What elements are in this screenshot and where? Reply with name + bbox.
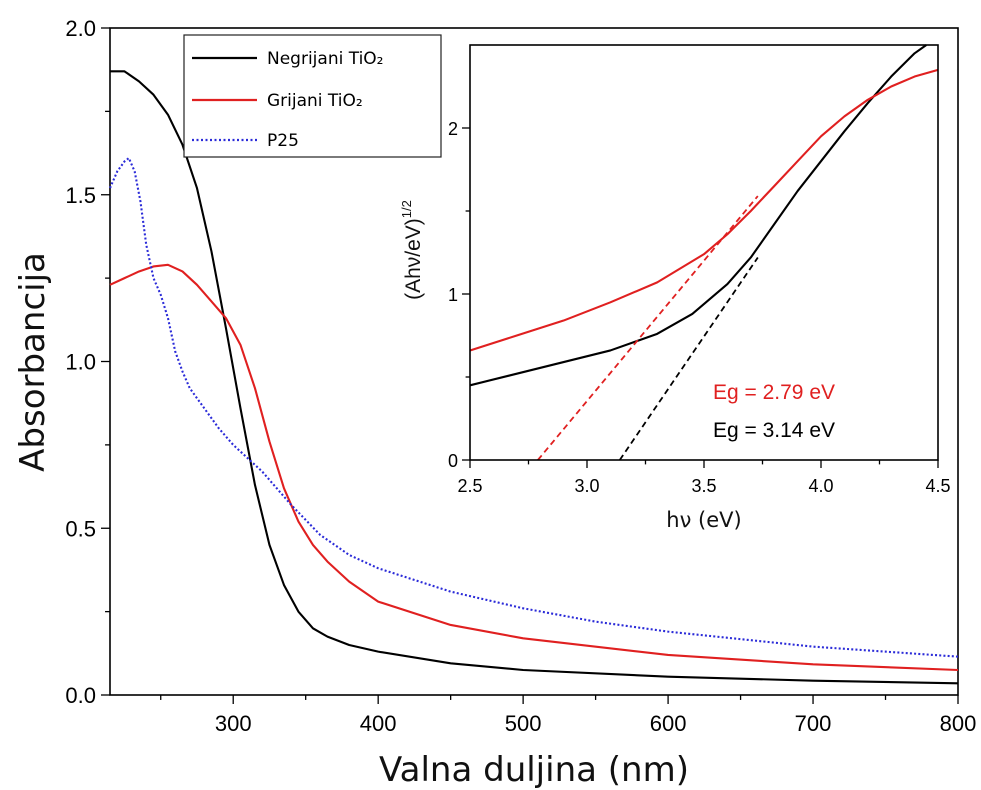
inset-x-tick-label: 4.5: [925, 476, 950, 496]
inset-y-tick-label: 1: [448, 285, 458, 305]
main-y-tick-label: 0.0: [65, 683, 96, 708]
inset-y-tick-label: 2: [448, 119, 458, 139]
main-x-tick-label: 300: [215, 711, 252, 736]
main-series-1: [109, 263, 959, 672]
inset-series-group: [469, 44, 939, 461]
inset-annotation-black: Eg = 3.14 eV: [713, 419, 835, 442]
inset-y-axis-title: (Ahν/eV)1/2: [399, 200, 425, 300]
inset-annotation-red: Eg = 2.79 eV: [713, 381, 835, 404]
main-y-tick-label: 2.0: [65, 16, 96, 41]
inset-x-tick-label: 3.5: [691, 476, 716, 496]
inset-series-2-extrapolation: [537, 195, 759, 461]
legend-label-negrijani: Negrijani TiO₂: [267, 49, 384, 69]
inset-series-0: [469, 44, 927, 387]
main-series-group: [109, 70, 959, 685]
main-x-tick-label: 400: [360, 711, 397, 736]
main-series-2: [109, 157, 959, 658]
legend: Negrijani TiO₂ Grijani TiO₂ P25: [183, 34, 442, 158]
legend-box: [183, 34, 442, 158]
main-y-tick-label: 1.5: [65, 183, 96, 208]
inset-series-1: [469, 68, 939, 352]
inset-background: [470, 45, 938, 460]
main-x-tick-label: 600: [650, 711, 687, 736]
inset-x-tick-label: 3.0: [574, 476, 599, 496]
legend-label-grijani: Grijani TiO₂: [267, 91, 363, 111]
main-x-tick-label: 800: [940, 711, 977, 736]
legend-label-p25: P25: [267, 131, 299, 151]
inset-x-tick-label: 4.0: [808, 476, 833, 496]
main-x-tick-label: 500: [505, 711, 542, 736]
inset-ticks-group: 2.5 3.0 3.5 4.0 4.5 0 1 2: [448, 119, 951, 496]
main-plot: 300 400 500 600 700 800 0.0 0.5 1.0 1.5 2.0 Valna …: [13, 16, 976, 790]
main-x-tick-label: 700: [795, 711, 832, 736]
main-y-axis-title: Absorbancija: [13, 252, 53, 472]
inset-x-axis-title: hν (eV): [666, 508, 741, 532]
main-series-0: [110, 70, 959, 685]
inset-x-tick-label: 2.5: [457, 476, 482, 496]
inset-series-3-extrapolation: [619, 256, 759, 461]
inset-plot: 2.5 3.0 3.5 4.0 4.5 0 1 2 Eg = 2.79 eV Eg = 3.1…: [399, 44, 951, 532]
inset-y-tick-label: 0: [448, 451, 458, 471]
main-ticks-group: 300 400 500 600 700 800 0.0 0.5 1.0 1.5 2.0: [65, 16, 976, 736]
main-y-tick-label: 0.5: [65, 516, 96, 541]
main-x-axis-title: Valna duljina (nm): [379, 750, 689, 790]
main-y-tick-label: 1.0: [65, 350, 96, 375]
